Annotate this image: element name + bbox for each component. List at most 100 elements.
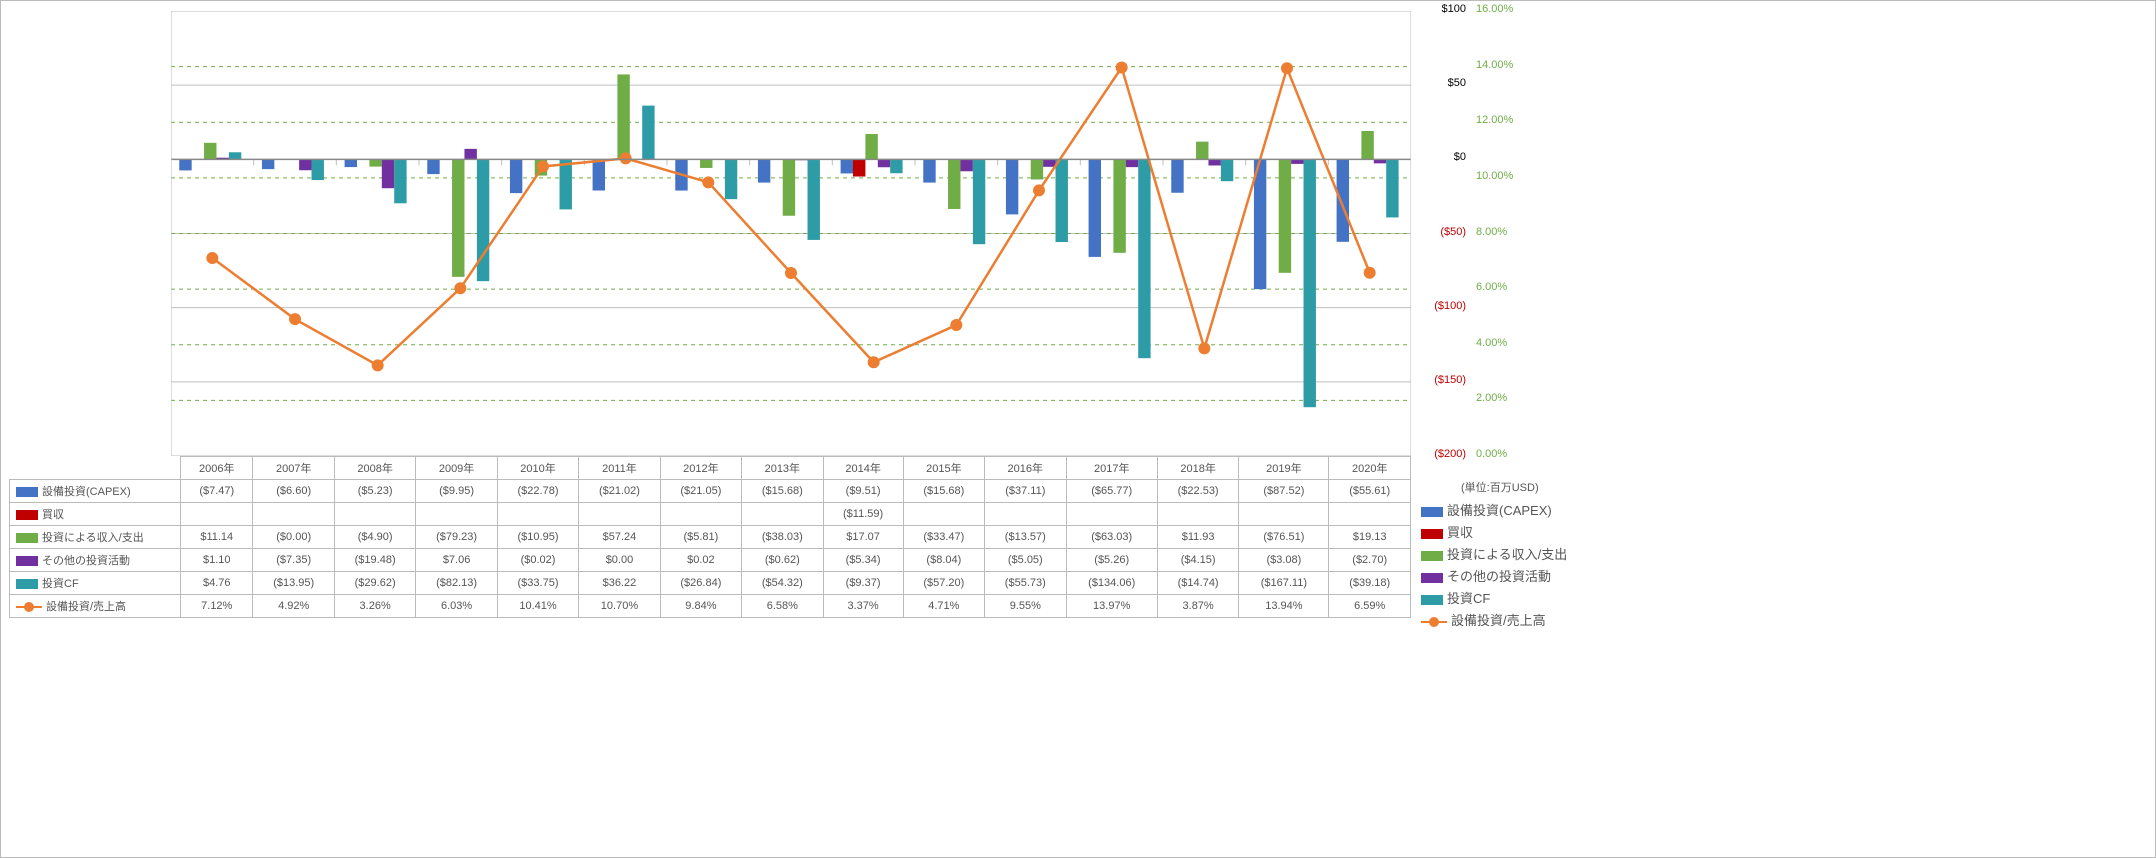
bar-other [960, 159, 972, 171]
cell: $1.10 [181, 549, 253, 572]
cell: 13.94% [1239, 595, 1329, 618]
cell: ($3.08) [1239, 549, 1329, 572]
legend-label: その他の投資活動 [1447, 569, 1551, 584]
bar-invcf [890, 159, 902, 173]
y-left-tick: ($200) [1411, 448, 1466, 460]
bar-capex [758, 159, 770, 182]
bar-capex [262, 159, 274, 169]
y-right-tick: 2.00% [1476, 392, 1507, 404]
bar-capex [179, 159, 191, 170]
chart-svg [171, 11, 1411, 456]
bar-key-icon [16, 556, 38, 566]
cell [1157, 503, 1238, 526]
year-header: 2016年 [985, 457, 1066, 480]
cell: $57.24 [579, 526, 660, 549]
y-left-tick: $0 [1411, 151, 1466, 163]
bar-capex [1171, 159, 1183, 192]
cell: ($22.53) [1157, 480, 1238, 503]
cell: ($29.62) [334, 572, 415, 595]
year-header: 2009年 [416, 457, 497, 480]
line-marker [950, 319, 962, 331]
bar-invcf [973, 159, 985, 244]
y-right-tick: 12.00% [1476, 114, 1513, 126]
cell: ($0.02) [497, 549, 578, 572]
bar-invcf [312, 159, 324, 180]
bar-key-icon [16, 579, 38, 589]
plot-area [171, 11, 1411, 456]
y-right-tick: 0.00% [1476, 448, 1507, 460]
line-marker [785, 267, 797, 279]
cell: ($15.68) [903, 480, 984, 503]
bar-other [878, 159, 890, 167]
cell: 7.12% [181, 595, 253, 618]
row-header-acq: 買収 [10, 503, 181, 526]
y-left-tick: ($50) [1411, 226, 1466, 238]
cell: ($6.60) [253, 480, 334, 503]
cell: ($9.37) [823, 572, 903, 595]
cell: ($11.59) [823, 503, 903, 526]
cell: $0.02 [660, 549, 741, 572]
y-right-tick: 16.00% [1476, 3, 1513, 15]
bar-capex [1254, 159, 1266, 289]
cell: 6.58% [742, 595, 823, 618]
legend-label: 投資による収入/支出 [1447, 547, 1567, 562]
cell [1066, 503, 1157, 526]
bar-key-icon [1421, 529, 1443, 539]
cell: ($4.15) [1157, 549, 1238, 572]
cell: ($63.03) [1066, 526, 1157, 549]
cell: ($65.77) [1066, 480, 1157, 503]
line-marker [1281, 62, 1293, 74]
cell: ($9.95) [416, 480, 497, 503]
cell: ($14.74) [1157, 572, 1238, 595]
line-marker [620, 152, 632, 164]
bar-other [464, 149, 476, 159]
legend-item-invcf: 投資CF [1421, 588, 1721, 607]
cell: ($55.61) [1329, 480, 1411, 503]
cell [579, 503, 660, 526]
cell: ($8.04) [903, 549, 984, 572]
bar-invinc [1031, 159, 1043, 179]
cell: $19.13 [1329, 526, 1411, 549]
bar-invcf [642, 106, 654, 160]
cell: 13.97% [1066, 595, 1157, 618]
cell: ($5.23) [334, 480, 415, 503]
legend-item-capex: 設備投資(CAPEX) [1421, 500, 1721, 519]
bar-capex [510, 159, 522, 193]
bar-invinc [700, 159, 712, 168]
bar-invinc [369, 159, 381, 166]
line-marker [702, 176, 714, 188]
cell: ($9.51) [823, 480, 903, 503]
cell: $7.06 [416, 549, 497, 572]
cell: ($7.35) [253, 549, 334, 572]
cell: 9.55% [985, 595, 1066, 618]
row-header-capex: 設備投資(CAPEX) [10, 480, 181, 503]
legend-item-acq: 買収 [1421, 522, 1721, 541]
cell: ($82.13) [416, 572, 497, 595]
cell [181, 503, 253, 526]
y-axis-right-labels: 0.00%2.00%4.00%6.00%8.00%10.00%12.00%14.… [1476, 11, 1546, 456]
bar-capex [345, 159, 357, 167]
cell: ($167.11) [1239, 572, 1329, 595]
bar-key-icon [16, 487, 38, 497]
row-header-invcf: 投資CF [10, 572, 181, 595]
bar-key-icon [16, 533, 38, 543]
year-header: 2013年 [742, 457, 823, 480]
y-axis-left-labels: ($200)($150)($100)($50)$0$50$100 [1411, 11, 1471, 456]
legend-item-other: その他の投資活動 [1421, 566, 1721, 585]
cell: $17.07 [823, 526, 903, 549]
legend-label: 設備投資/売上高 [1451, 613, 1546, 628]
line-marker [1033, 184, 1045, 196]
cell: 9.84% [660, 595, 741, 618]
bar-key-icon [1421, 573, 1443, 583]
y-right-tick: 8.00% [1476, 226, 1507, 238]
bar-capex [1006, 159, 1018, 214]
cell: ($134.06) [1066, 572, 1157, 595]
y-right-tick: 6.00% [1476, 281, 1507, 293]
bar-key-icon [16, 510, 38, 520]
cell: ($22.78) [497, 480, 578, 503]
cell: 6.59% [1329, 595, 1411, 618]
cell [660, 503, 741, 526]
cell: ($13.95) [253, 572, 334, 595]
year-header: 2011年 [579, 457, 660, 480]
cell: 3.87% [1157, 595, 1238, 618]
